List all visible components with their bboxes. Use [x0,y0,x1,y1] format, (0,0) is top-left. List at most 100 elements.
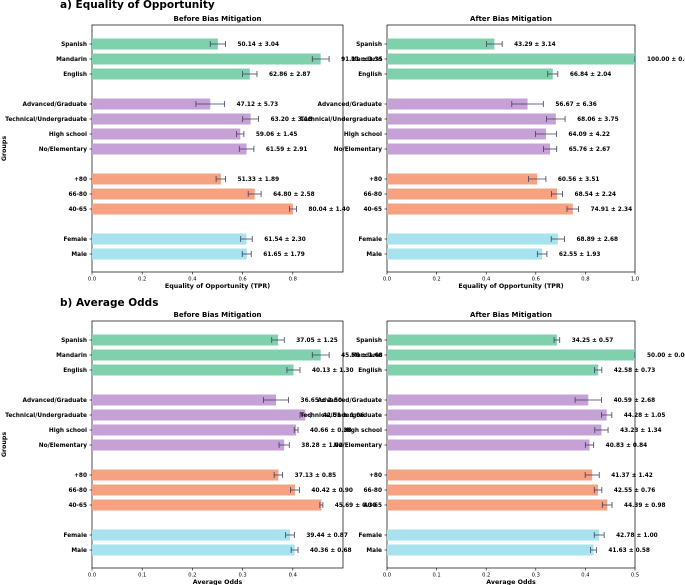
x-tick-label: 0.5 [631,573,639,579]
data-label-male: 40.36 ± 0.68 [310,548,352,554]
x-tick-label: 0.2 [482,573,490,579]
section-a: a) Equality of Opportunity [60,0,215,11]
data-label-female: 42.78 ± 1.00 [616,533,658,539]
bar-66-80 [387,188,557,200]
data-label-spanish: 37.05 ± 1.25 [296,338,338,344]
error-bar-80 [215,176,226,182]
category-label-english: English [63,72,87,78]
error-bar-advanced-graduate [574,397,603,403]
category-label-high-school: High school [344,428,382,434]
data-label-advanced-graduate: 47.12 ± 5.73 [237,102,279,108]
data-label-technical-undergraduate: 42.51 ± 1.06 [323,413,365,419]
error-bar-80 [528,176,547,182]
data-label-80: 41.37 ± 1.42 [611,473,653,479]
error-bar-technical-undergraduate [242,116,260,122]
error-bar-high-school [535,131,557,137]
y-axis-label: Groups [1,136,8,162]
error-bar-english [594,367,603,373]
bar-female [92,529,290,541]
data-label-40-65: 80.04 ± 1.40 [308,207,350,213]
bar-female [387,529,600,541]
bar-no-elementary [387,143,551,155]
bar-spanish [92,334,278,346]
x-tick-label: 0.1 [432,573,440,579]
category-label-mandarin: Mandarin [351,353,382,359]
error-bar-40-65 [601,502,613,508]
bar-40-65 [387,499,608,511]
x-tick-label: 0.3 [238,573,246,579]
bar-mandarin [92,53,321,65]
category-label-high-school: High school [49,428,87,434]
x-tick-label: 0.6 [238,277,246,283]
bar-no-elementary [92,143,247,155]
data-label-technical-undergraduate: 44.28 ± 1.05 [624,413,666,419]
data-label-male: 62.55 ± 1.93 [559,252,601,258]
error-bar-66-80 [593,487,603,493]
error-bar-mandarin [311,352,330,358]
x-tick-label: 0.4 [188,277,197,283]
bar-mandarin [387,53,635,65]
panel-title: Before Bias Mitigation [173,15,261,23]
data-label-high-school: 43.23 ± 1.34 [620,428,662,434]
error-bar-english [242,71,258,77]
data-label-66-80: 40.42 ± 0.90 [311,488,353,494]
error-bar-40-65 [288,206,297,212]
category-label-mandarin: Mandarin [56,353,87,359]
error-bar-female [240,236,253,242]
category-label-technical-undergraduate: Technical/Undergraduate [5,117,87,123]
data-label-mandarin: 50.00 ± 0.00 [647,353,685,359]
bar-spanish [387,38,495,50]
category-label-66-80: 66-80 [68,488,87,494]
section-b: b) Average Odds [60,297,158,309]
category-label-male: Male [366,252,382,258]
bar-66-80 [92,484,295,496]
data-label-mandarin: 45.56 ± 1.68 [341,353,383,359]
category-label-66-80: 66-80 [363,488,382,494]
error-bar-advanced-graduate [511,101,544,107]
bar-80 [92,469,279,481]
x-tick-label: 0.8 [289,277,297,283]
x-tick-label: 0.0 [383,573,391,579]
panel-b-after: After Bias Mitigation 0.0 0.1 0.2 0.3 0.4 0.5 A… [300,311,685,585]
error-bar-80 [273,472,284,478]
data-label-mandarin: 100.00 ± 0.00 [647,57,685,63]
category-label-no-elementary: No/Elementary [39,147,87,153]
error-bar-high-school [293,427,299,433]
data-label-no-elementary: 61.59 ± 2.91 [266,147,308,153]
bar-high-school [92,424,297,436]
bar-technical-undergraduate [92,113,251,125]
category-label-english: English [358,368,382,374]
data-label-66-80: 42.55 ± 0.76 [614,488,656,494]
bar-spanish [92,38,218,50]
category-label-male: Male [366,548,382,554]
x-tick-label: 0.4 [581,573,590,579]
data-label-male: 41.63 ± 0.58 [608,548,650,554]
panel-title: Before Bias Mitigation [173,311,261,319]
bar-male [387,544,594,556]
data-label-66-80: 64.80 ± 2.58 [273,192,315,198]
category-label-advanced-graduate: Advanced/Graduate [22,398,87,404]
bar-english [387,364,599,376]
data-label-spanish: 50.14 ± 3.04 [237,42,279,48]
category-label-advanced-graduate: Advanced/Graduate [317,398,382,404]
x-tick-label: 0.6 [532,277,540,283]
error-bar-66-80 [247,191,262,197]
data-label-male: 61.65 ± 1.79 [263,252,305,258]
category-label-no-elementary: No/Elementary [334,147,382,153]
data-label-no-elementary: 38.28 ± 1.02 [301,443,343,449]
bar-80 [387,469,593,481]
category-label-english: English [63,368,87,374]
data-label-80: 37.13 ± 0.85 [295,473,337,479]
category-label-no-elementary: No/Elementary [334,443,382,449]
bar-advanced-graduate [92,98,211,110]
x-tick-label: 0.4 [482,277,491,283]
data-label-no-elementary: 65.76 ± 2.67 [569,147,611,153]
bar-high-school [387,128,546,140]
category-label-technical-undergraduate: Technical/Undergraduate [300,117,382,123]
x-axis-label: Equality of Opportunity (TPR) [165,283,270,290]
data-label-female: 61.54 ± 2.30 [264,237,306,243]
data-label-advanced-graduate: 36.65 ± 2.50 [301,398,343,404]
data-label-high-school: 40.66 ± 0.38 [310,428,352,434]
data-label-40-65: 74.91 ± 2.34 [591,207,633,213]
